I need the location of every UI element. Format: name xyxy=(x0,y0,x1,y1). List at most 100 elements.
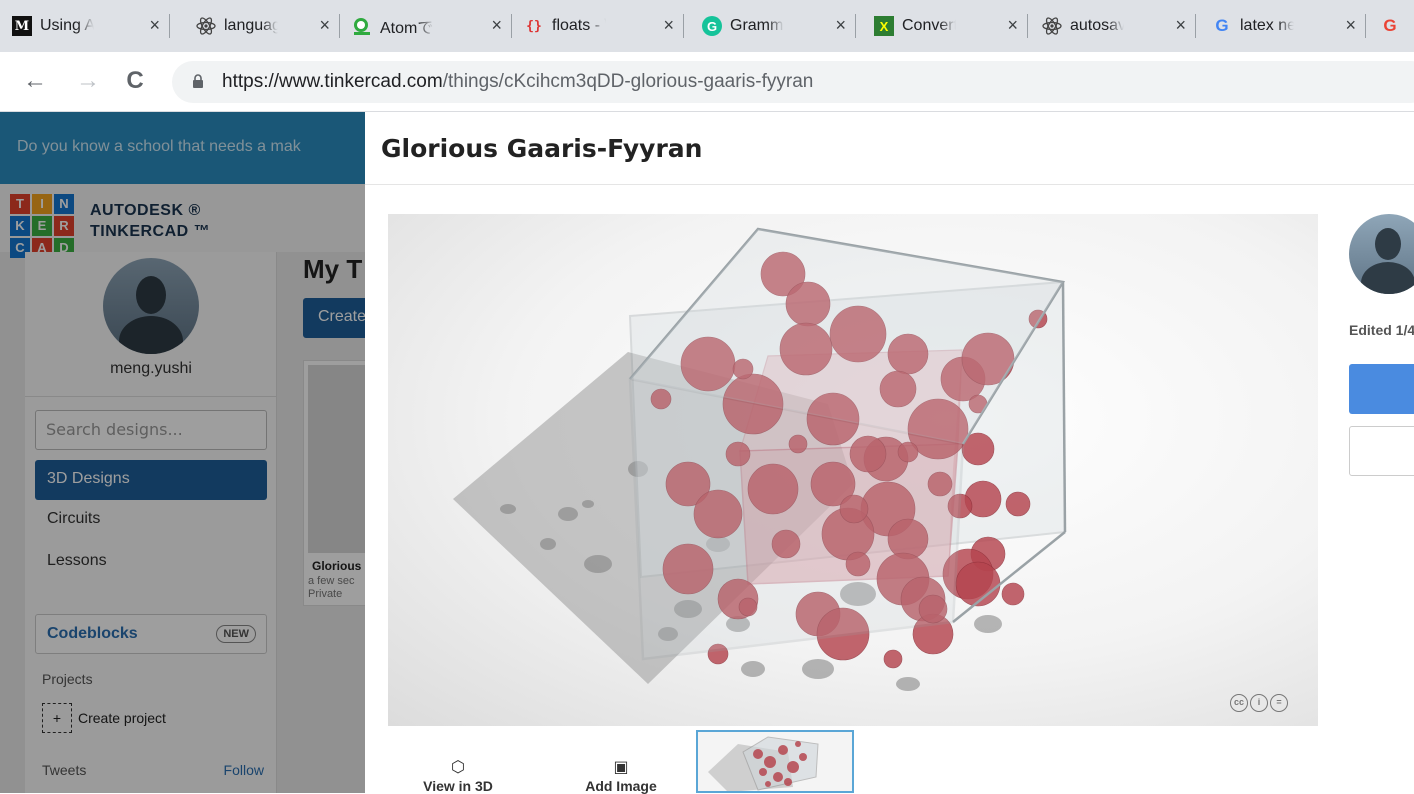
shadow-blob xyxy=(741,661,765,677)
design-title: Glorious xyxy=(312,559,362,573)
tab-separator xyxy=(339,14,340,38)
tab-title: languag xyxy=(224,17,278,34)
sphere xyxy=(747,463,799,515)
shadow-blob xyxy=(628,461,648,477)
logo-letter: K xyxy=(10,216,30,236)
codeblocks-label: Codeblocks xyxy=(47,625,138,642)
tab-close-icon[interactable]: × xyxy=(663,15,674,35)
view-in-3d-button[interactable]: ⬡ View in 3D xyxy=(408,760,508,794)
design-preview-image[interactable]: cc i = xyxy=(388,214,1318,726)
cc-icon: cc xyxy=(1230,694,1248,712)
thumbnail-bar: ⬡ View in 3D ▣ Add Image xyxy=(388,730,1318,794)
thumb-sphere xyxy=(773,772,783,782)
search-input[interactable]: Search designs... xyxy=(35,410,267,450)
sphere xyxy=(650,388,672,410)
sidebar-item-3d-designs[interactable]: 3D Designs xyxy=(35,460,267,500)
sphere xyxy=(947,493,973,519)
shadow-blob xyxy=(584,555,612,573)
design-privacy: Private xyxy=(308,588,343,600)
browser-tab[interactable]: G xyxy=(1368,6,1414,46)
sphere xyxy=(927,471,953,497)
tab-title: Atomで xyxy=(380,20,434,37)
sphere xyxy=(816,607,870,661)
back-icon[interactable]: ← xyxy=(23,67,47,94)
tab-title: Using At xyxy=(40,17,94,34)
atom-green-icon xyxy=(352,16,372,36)
page-title: My T xyxy=(303,254,363,284)
browser-tab[interactable]: {} floats - \ × xyxy=(512,6,684,46)
follow-link[interactable]: Follow xyxy=(223,762,264,778)
sidebar-item-lessons[interactable]: Lessons xyxy=(47,552,107,569)
tab-close-icon[interactable]: × xyxy=(1175,15,1186,35)
tab-title: latex ne xyxy=(1240,17,1294,34)
google-icon: G xyxy=(1215,16,1229,35)
url-text[interactable]: https://www.tinkercad.com/things/cKcihcm… xyxy=(222,71,813,93)
forward-icon[interactable]: → xyxy=(76,67,100,94)
tab-close-icon[interactable]: × xyxy=(149,15,160,35)
sphere xyxy=(849,435,887,473)
tab-separator xyxy=(1365,14,1366,38)
tab-close-icon[interactable]: × xyxy=(835,15,846,35)
shadow-blob xyxy=(540,538,556,550)
tweets-heading: Tweets xyxy=(42,762,87,778)
browser-tab[interactable]: autosav × xyxy=(1030,6,1196,46)
sidebar-item-codeblocks[interactable]: Codeblocks NEW xyxy=(35,614,267,654)
design-time: a few sec xyxy=(308,575,355,587)
thumb-sphere xyxy=(759,768,767,776)
selected-thumbnail[interactable] xyxy=(696,730,854,793)
sphere xyxy=(1001,582,1025,606)
tab-close-icon[interactable]: × xyxy=(1007,15,1018,35)
atom-icon xyxy=(1042,16,1062,36)
divider xyxy=(25,396,277,397)
image-icon: ▣ xyxy=(613,759,629,776)
license-badges[interactable]: cc i = xyxy=(1230,694,1288,712)
sphere xyxy=(707,643,729,665)
sidebar-item-circuits[interactable]: Circuits xyxy=(47,510,101,527)
tab-close-icon[interactable]: × xyxy=(491,15,502,35)
sphere xyxy=(693,489,743,539)
sphere xyxy=(788,434,808,454)
brand-line-autodesk: AUTODESK ® xyxy=(90,202,201,219)
atom-icon xyxy=(196,16,216,36)
browser-tab[interactable]: M Using At × xyxy=(0,6,170,46)
tab-title: floats - \ xyxy=(552,17,606,34)
edited-date: Edited 1/4 xyxy=(1349,322,1414,338)
sphere xyxy=(918,594,948,624)
sphere xyxy=(955,561,1001,607)
convert-icon: X xyxy=(874,16,894,36)
reload-icon[interactable]: C xyxy=(126,67,144,94)
add-image-button[interactable]: ▣ Add Image xyxy=(571,760,671,794)
browser-tab[interactable]: G Gramma × xyxy=(690,6,856,46)
tinkercad-logo[interactable]: T I N K E R C A D xyxy=(10,194,74,258)
username[interactable]: meng.yushi xyxy=(110,360,192,377)
sphere xyxy=(760,251,806,297)
tab-close-icon[interactable]: × xyxy=(1345,15,1356,35)
sphere xyxy=(883,649,903,669)
sphere xyxy=(907,398,969,460)
secondary-action-button[interactable] xyxy=(1349,426,1414,476)
modal-title: Glorious Gaaris-Fyyran xyxy=(381,134,703,163)
thumb-sphere xyxy=(753,749,763,759)
lock-icon xyxy=(193,74,203,88)
sphere xyxy=(665,461,711,507)
url-bar[interactable]: https://www.tinkercad.com/things/cKcihcm… xyxy=(172,61,1414,103)
cube-icon: ⬡ xyxy=(451,759,465,776)
designer-panel: Edited 1/4 xyxy=(1349,214,1414,514)
browser-tab[interactable]: G latex ne × xyxy=(1200,6,1366,46)
avatar[interactable] xyxy=(103,258,199,354)
modal-header: Glorious Gaaris-Fyyran xyxy=(365,112,1414,185)
browser-tab[interactable]: X Converti × xyxy=(862,6,1028,46)
create-project-button[interactable]: + Create project xyxy=(42,703,166,733)
sphere xyxy=(810,461,856,507)
shadow-blob xyxy=(582,500,594,508)
tab-close-icon[interactable]: × xyxy=(319,15,330,35)
browser-tab[interactable]: Atomで × xyxy=(340,6,512,46)
tab-separator xyxy=(1027,14,1028,38)
browser-tab[interactable]: languag × xyxy=(184,6,340,46)
sphere xyxy=(738,597,758,617)
sphere xyxy=(845,551,871,577)
sphere xyxy=(732,358,754,380)
primary-action-button[interactable] xyxy=(1349,364,1414,414)
url-path: /things/cKcihcm3qDD-glorious-gaaris-fyyr… xyxy=(442,71,814,92)
designer-avatar[interactable] xyxy=(1349,214,1414,294)
